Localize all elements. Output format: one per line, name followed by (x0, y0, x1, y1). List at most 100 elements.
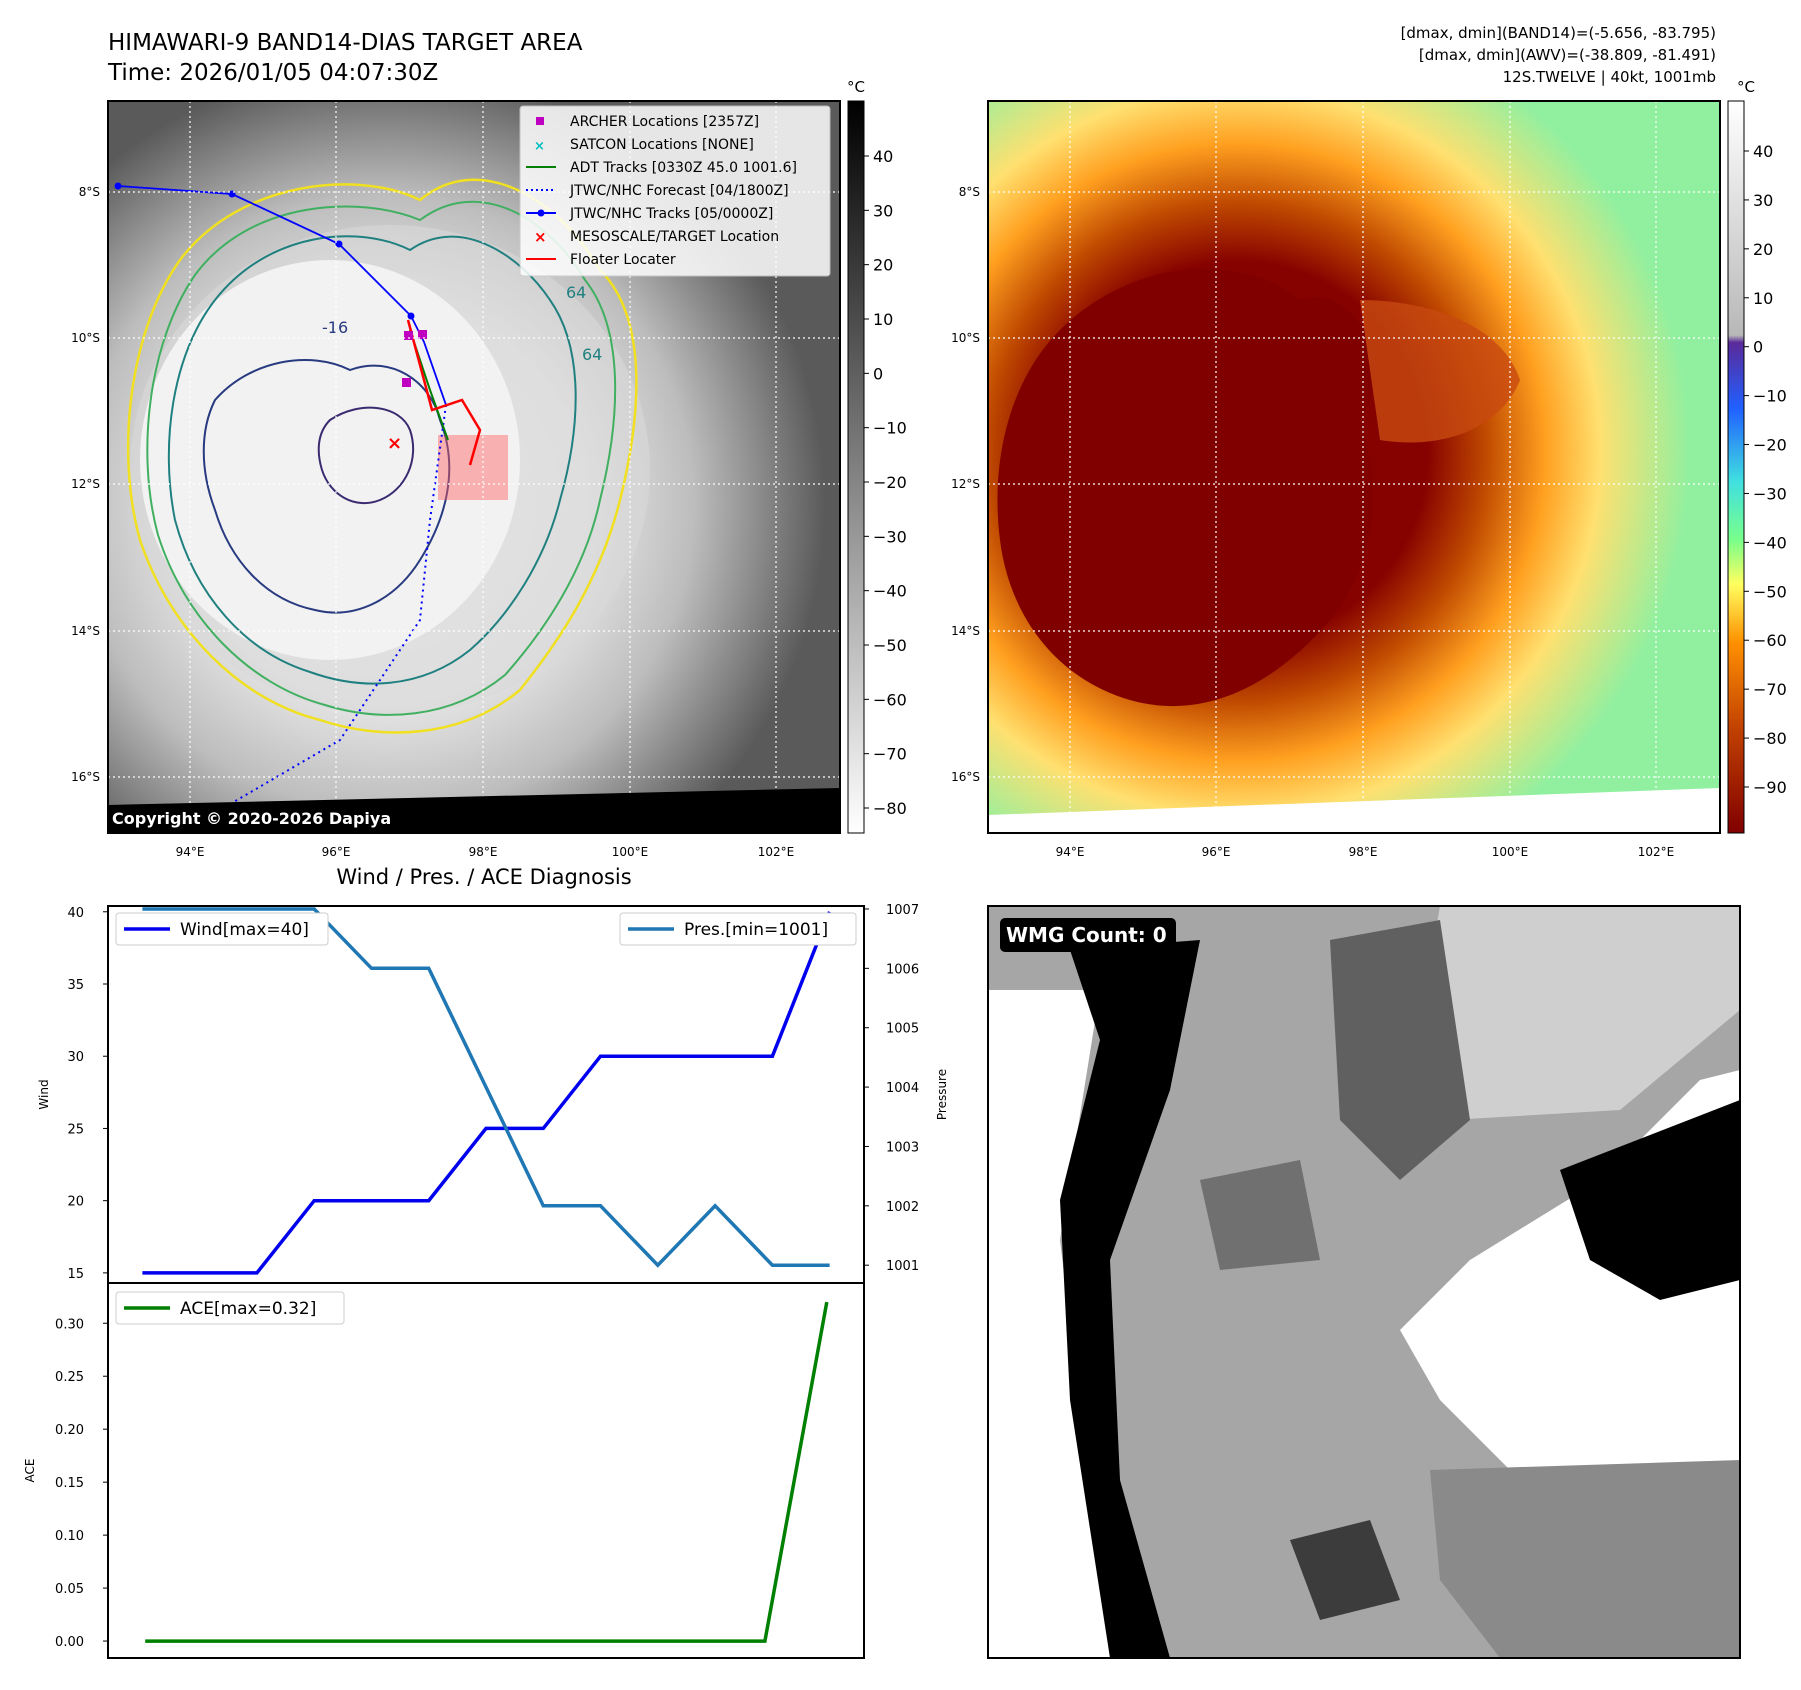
legend-archer-marker (536, 117, 544, 125)
copyright: Copyright © 2020-2026 Dapiya (112, 809, 391, 828)
svg-text:16°S: 16°S (71, 770, 100, 784)
svg-text:102°E: 102°E (758, 845, 795, 859)
contour-navy (202, 359, 451, 614)
target-location-marker: × (387, 433, 402, 454)
colorbar-tick-label: −60 (1753, 631, 1787, 650)
figure-time: Time: 2026/01/05 04:07:30Z (107, 60, 438, 86)
wmg-frame (987, 905, 1741, 1659)
color-colorbar: °C 40 30 20 10 0 −10 −20 −30 −40 −50 −60 −70 −80 −90 (1727, 78, 1787, 834)
colorbar-tick-label: −80 (873, 799, 907, 818)
ace-legend-box (115, 1291, 345, 1325)
right-map-lat-labels: 8°S 10°S 12°S 14°S 16°S (951, 185, 980, 784)
wind-y-tick-label: 25 (67, 1122, 84, 1137)
legend-satcon-label: SATCON Locations [NONE] (570, 137, 754, 153)
wind-axis-label: Wind (37, 1079, 51, 1109)
svg-text:102°E: 102°E (1638, 845, 1675, 859)
wmg-badge (1000, 918, 1176, 952)
colorbar-tick-label: 30 (1753, 191, 1773, 210)
pressure-y-tick-label: 1003 (886, 1140, 919, 1155)
wind-legend-label: Wind[max=40] (180, 920, 309, 940)
colorbar-tick-label: 10 (1753, 289, 1773, 308)
svg-text:10°S: 10°S (71, 331, 100, 345)
legend-target-marker: × (534, 228, 547, 246)
contour-core (317, 406, 415, 505)
colorbar-tick-label: −50 (1753, 582, 1787, 601)
colorbar-tick-label: 40 (873, 147, 893, 166)
map-gridlines (988, 101, 1720, 833)
colorbar-tick-label: −10 (1753, 387, 1787, 406)
colorbar-tick-label: 0 (1753, 338, 1763, 357)
awv-map-frame (987, 100, 1721, 834)
colorbar-tick-label: 40 (1753, 142, 1773, 161)
contour-yellow (126, 178, 638, 734)
legend-archer-label: ARCHER Locations [2357Z] (570, 114, 759, 130)
gray-colorbar-unit: °C (847, 78, 865, 96)
wind-legend-box (115, 912, 329, 946)
colorbar-tick-label: 20 (873, 256, 893, 275)
colorbar-tick-label: −30 (873, 527, 907, 546)
jtwc-track-point (407, 312, 415, 320)
gray-colorbar: °C 40 30 20 10 0 −10 −20 −30 −40 −50 −60 −70 −80 (847, 78, 907, 834)
legend-target-label: MESOSCALE/TARGET Location (570, 229, 779, 245)
contour-label: 64 (582, 345, 602, 364)
wmg-black-band (1060, 940, 1200, 1658)
colorbar-tick-label: −20 (873, 473, 907, 492)
ace-y-tick-label: 0.15 (55, 1476, 84, 1491)
colorbar-tick-label: −60 (873, 690, 907, 709)
colorbar-tick-label: −90 (1753, 778, 1787, 797)
info-awv: [dmax, dmin](AWV)=(-38.809, -81.491) (1419, 46, 1716, 64)
svg-text:94°E: 94°E (1056, 845, 1085, 859)
svg-text:100°E: 100°E (1492, 845, 1529, 859)
ace-chart: 0.00 0.05 0.10 0.15 0.20 0.25 0.30 ACE ACE[max=0… (23, 1282, 865, 1659)
color-colorbar-ticks: 40 30 20 10 0 −10 −20 −30 −40 −50 −60 −70 −80 −90 (1744, 142, 1787, 797)
colorbar-tick-label: −80 (1753, 729, 1787, 748)
colorbar-tick-label: −50 (873, 636, 907, 655)
ace-chart-frame (107, 1282, 865, 1659)
archer-location (402, 378, 411, 387)
colorbar-tick-label: −20 (1753, 436, 1787, 455)
ace-y-tick-label: 0.10 (55, 1529, 84, 1544)
right-map-lon-labels: 94°E 96°E 98°E 100°E 102°E (1056, 845, 1675, 859)
wmg-dark-region (1330, 920, 1470, 1180)
archer-location (404, 331, 413, 340)
map-legend: ARCHER Locations [2357Z] × SATCON Locati… (519, 105, 831, 277)
svg-text:16°S: 16°S (951, 770, 980, 784)
jtwc-track (117, 185, 447, 406)
wind-y-tick-label: 30 (67, 1050, 84, 1065)
ace-y-tick-label: 0.05 (55, 1582, 84, 1597)
wind-y-tick-label: 20 (67, 1195, 84, 1210)
pressure-y-tick-label: 1002 (886, 1200, 919, 1215)
info-band14: [dmax, dmin](BAND14)=(-5.656, -83.795) (1401, 24, 1716, 42)
wmg-gray-patch (1430, 1460, 1740, 1658)
wind-chart-frame (107, 905, 865, 1284)
no-data-corner (108, 788, 840, 833)
colorbar-tick-label: −40 (873, 582, 907, 601)
legend-tracks-dot (537, 209, 545, 217)
contour-teal (167, 235, 577, 685)
wmg-panel: WMG Count: 0 (987, 905, 1741, 1659)
wmg-dark-patch (1290, 1520, 1400, 1620)
wmg-white-region (988, 990, 1110, 1658)
wmg-mid-patch (1200, 1160, 1320, 1270)
outer-band (1360, 300, 1520, 443)
left-map-lon-labels: 94°E 96°E 98°E 100°E 102°E (176, 845, 795, 859)
colorbar-tick-label: −70 (873, 745, 907, 764)
svg-text:96°E: 96°E (322, 845, 351, 859)
wmg-light-region (1420, 906, 1740, 1120)
colorbar-tick-label: −70 (1753, 680, 1787, 699)
ace-axis-label: ACE (23, 1459, 37, 1483)
pressure-y-tick-label: 1004 (886, 1081, 919, 1096)
jtwc-forecast (219, 404, 447, 811)
diagnosis-title: Wind / Pres. / ACE Diagnosis (336, 865, 631, 889)
svg-text:12°S: 12°S (951, 477, 980, 491)
svg-text:12°S: 12°S (71, 477, 100, 491)
figure-title: HIMAWARI-9 BAND14-DIAS TARGET AREA (108, 30, 583, 56)
pressure-y-tick-label: 1007 (886, 903, 919, 918)
info-storm: 12S.TWELVE | 40kt, 1001mb (1503, 68, 1716, 86)
colorbar-tick-label: 0 (873, 364, 883, 383)
svg-text:94°E: 94°E (176, 845, 205, 859)
svg-text:98°E: 98°E (1349, 845, 1378, 859)
colorbar-tick-label: −30 (1753, 484, 1787, 503)
wind-series-line (142, 911, 832, 1275)
no-data-corner (988, 788, 1720, 833)
